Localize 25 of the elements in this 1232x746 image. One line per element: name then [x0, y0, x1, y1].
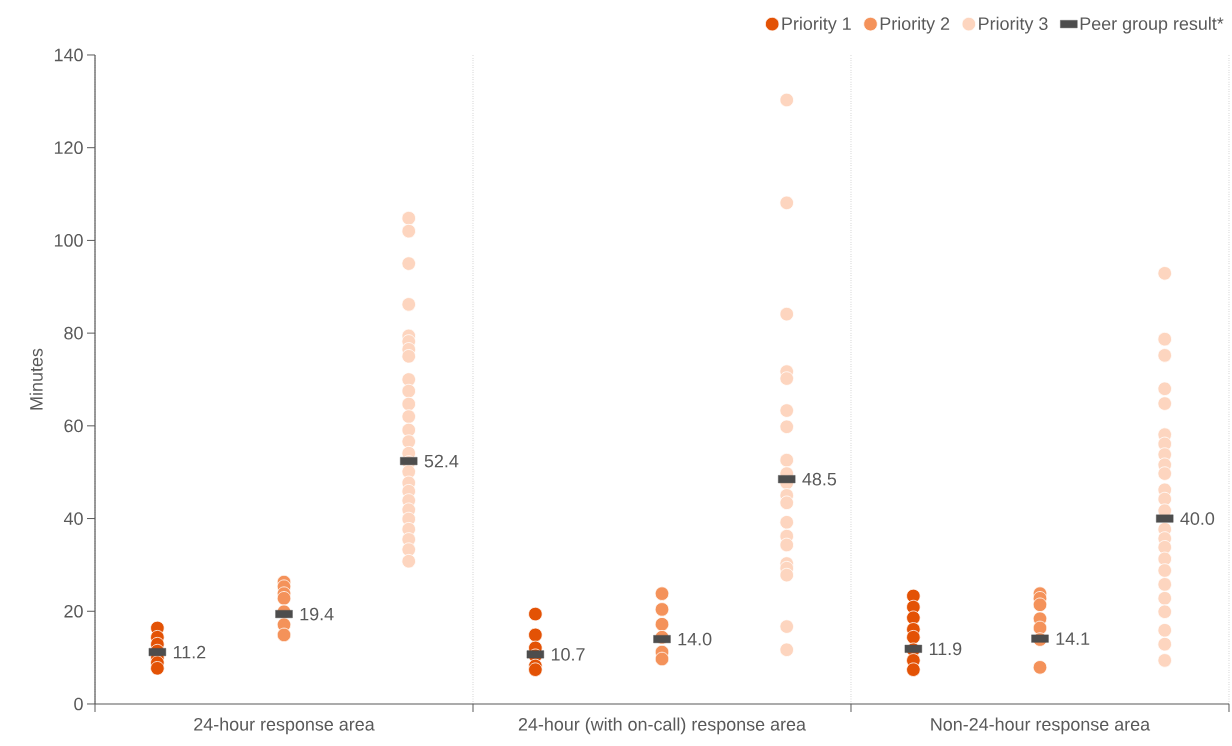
data-label: 40.0: [1180, 512, 1215, 525]
y-tick-label: 80: [64, 326, 83, 340]
y-tick-label: 20: [64, 604, 83, 618]
x-tick-label: 24-hour response area: [194, 717, 375, 735]
legend-label: Priority 2: [880, 16, 950, 34]
data-label: 10.7: [551, 648, 585, 661]
y-tick-label: 60: [64, 419, 83, 433]
data-label: 14.0: [678, 632, 712, 646]
y-tick-label: 40: [63, 512, 83, 525]
y-tick-label: 140: [54, 48, 83, 62]
legend-label: Priority 1: [782, 16, 851, 34]
legend-label: Peer group result*: [1080, 16, 1224, 34]
y-tick-label: 0: [74, 697, 83, 711]
data-label: 14.1: [1056, 632, 1090, 645]
legend-label: Priority 3: [979, 16, 1048, 34]
x-tick-label: 24-hour (with on-call) response area: [518, 717, 806, 735]
data-label: 11.2: [173, 645, 206, 659]
data-label: 11.9: [929, 642, 962, 656]
y-axis-title: Minutes: [29, 348, 43, 410]
data-label: 19.4: [300, 607, 334, 621]
data-label: 52.4: [424, 454, 459, 468]
y-tick-label: 120: [54, 141, 83, 155]
y-tick-label: 100: [54, 234, 83, 247]
data-label: 48.5: [802, 472, 837, 486]
x-tick-label: Non-24-hour response area: [931, 717, 1151, 735]
